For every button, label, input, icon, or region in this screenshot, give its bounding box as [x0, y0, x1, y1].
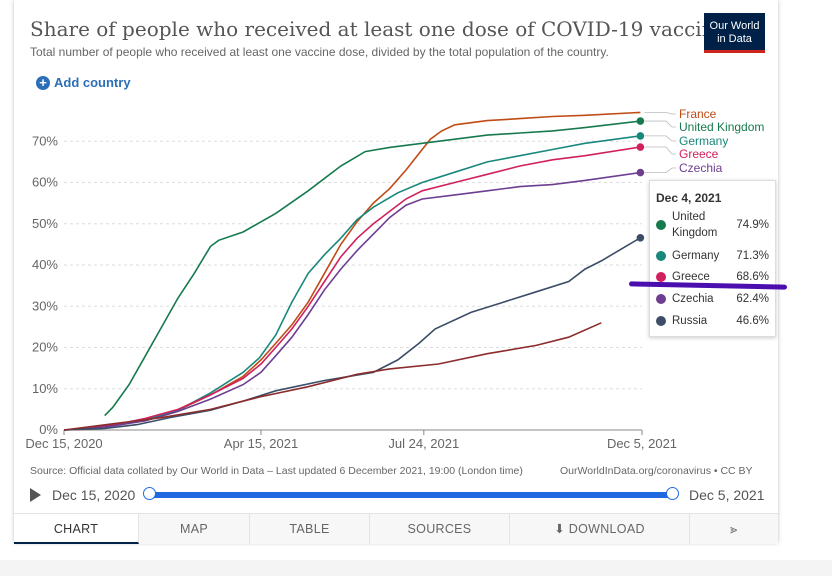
share-button[interactable]: ⪢	[690, 514, 778, 544]
y-tick-label: 20%	[32, 340, 58, 355]
y-tick-label: 0%	[39, 422, 58, 437]
series-end-marker	[636, 143, 645, 151]
tab-sources[interactable]: SOURCES	[370, 514, 510, 544]
chart-title: Share of people who received at least on…	[30, 17, 727, 41]
tooltip-value: 71.3%	[736, 250, 769, 262]
tooltip-row: Czechia 62.4%	[656, 291, 769, 307]
tooltip-value: 62.4%	[736, 293, 769, 305]
legend-dot-icon	[656, 272, 666, 282]
series-label: France	[679, 107, 717, 121]
tab-map[interactable]: MAP	[139, 514, 250, 544]
series-label: Germany	[679, 134, 728, 148]
y-tick-label: 30%	[32, 298, 58, 313]
series-line-czechia	[63, 171, 641, 431]
timeline-start-date: Dec 15, 2020	[52, 487, 136, 503]
view-tabs: CHART MAP TABLE SOURCES ⬇ DOWNLOAD ⪢	[14, 513, 778, 544]
tooltip-row: Germany 71.3%	[656, 248, 769, 264]
timeline-end-date: Dec 5, 2021	[689, 487, 765, 503]
tab-chart[interactable]: CHART	[14, 514, 139, 544]
add-country-button[interactable]: + Add country	[36, 75, 131, 90]
tooltip-date: Dec 4, 2021	[656, 191, 722, 205]
series-end-marker	[636, 168, 645, 177]
series-label: Greece	[679, 147, 719, 161]
legend-dot-icon	[656, 294, 666, 304]
source-link[interactable]: OurWorldInData.org/coronavirus • CC BY	[560, 465, 753, 477]
y-tick-label: 40%	[32, 257, 58, 272]
x-tick-label: Jul 24, 2021	[388, 436, 459, 451]
y-axis: 0% 10% 20% 30% 40% 50% 60% 70%	[32, 133, 58, 437]
legend-dot-icon	[656, 220, 666, 230]
logo-line-2: in Data	[717, 33, 752, 45]
series-end-marker	[636, 117, 645, 125]
label-leader-line	[644, 120, 676, 128]
chart-subtitle: Total number of people who received at l…	[30, 45, 609, 59]
x-axis: Dec 15, 2020 Apr 15, 2021 Jul 24, 2021 Dec …	[25, 430, 677, 451]
tooltip-country: Czechia	[672, 293, 714, 305]
legend-dot-icon	[656, 251, 666, 261]
y-tick-label: 50%	[32, 216, 58, 231]
label-leader-line	[644, 146, 676, 155]
label-leader-line	[644, 167, 676, 174]
hover-tooltip: Dec 4, 2021 United Kingdom 74.9% Germany…	[649, 180, 776, 337]
timeline-track[interactable]	[150, 492, 673, 498]
owid-logo[interactable]: Our World in Data	[704, 13, 765, 53]
legend-dot-icon	[656, 316, 666, 326]
download-icon: ⬇	[554, 522, 569, 536]
tooltip-value: 68.6%	[736, 271, 769, 283]
tooltip-country: United Kingdom	[672, 211, 718, 239]
timeline-start-handle[interactable]	[143, 487, 156, 500]
label-leader-line	[644, 135, 676, 142]
plus-icon: +	[36, 75, 50, 90]
page-bottom-bar	[0, 560, 832, 576]
tab-download-label: DOWNLOAD	[568, 522, 645, 536]
series-label: United Kingdom	[679, 120, 764, 134]
tab-table[interactable]: TABLE	[250, 514, 370, 544]
x-tick-label: Dec 5, 2021	[607, 436, 677, 451]
series-label: Czechia	[679, 161, 723, 175]
y-tick-label: 70%	[32, 133, 58, 148]
play-icon[interactable]	[30, 488, 41, 502]
series-line-greece	[63, 146, 641, 431]
label-leader-line	[644, 111, 676, 115]
tooltip-country: Russia	[672, 315, 708, 327]
tooltip-value: 46.6%	[736, 315, 769, 327]
tooltip-value: 74.9%	[736, 219, 769, 231]
series-end-marker	[636, 132, 645, 140]
series-line-germany	[63, 135, 641, 431]
line-chart: 0% 10% 20% 30% 40% 50% 60% 70% Dec 15, 2020 Apr …	[25, 107, 764, 451]
timeline-end-handle[interactable]	[666, 487, 679, 500]
timeline-slider[interactable]: Dec 15, 2020 Dec 5, 2021	[14, 485, 778, 507]
tooltip-country: Greece	[672, 271, 710, 283]
x-tick-label: Dec 15, 2020	[25, 436, 102, 451]
tooltip-country: Germany	[672, 250, 720, 262]
source-note: Source: Official data collated by Our Wo…	[30, 465, 523, 477]
y-tick-label: 10%	[32, 381, 58, 396]
series-end-marker	[636, 233, 645, 242]
tooltip-row: Greece 68.6%	[656, 269, 769, 285]
tab-download[interactable]: ⬇ DOWNLOAD	[510, 514, 690, 544]
series-lines	[63, 111, 645, 431]
logo-line-1: Our World	[709, 20, 760, 32]
tooltip-row: Russia 46.6%	[656, 313, 769, 329]
series-line-russia	[63, 237, 641, 431]
tooltip-row: United Kingdom 74.9%	[656, 209, 769, 241]
chart-card: Share of people who received at least on…	[14, 0, 778, 544]
gridlines	[64, 140, 642, 431]
series-line-unlabeled	[63, 322, 602, 431]
x-tick-label: Apr 15, 2021	[224, 436, 298, 451]
add-country-label: Add country	[54, 75, 131, 90]
share-icon: ⪢	[730, 522, 738, 536]
series-line-united-kingdom	[104, 120, 641, 417]
y-tick-label: 60%	[32, 175, 58, 190]
